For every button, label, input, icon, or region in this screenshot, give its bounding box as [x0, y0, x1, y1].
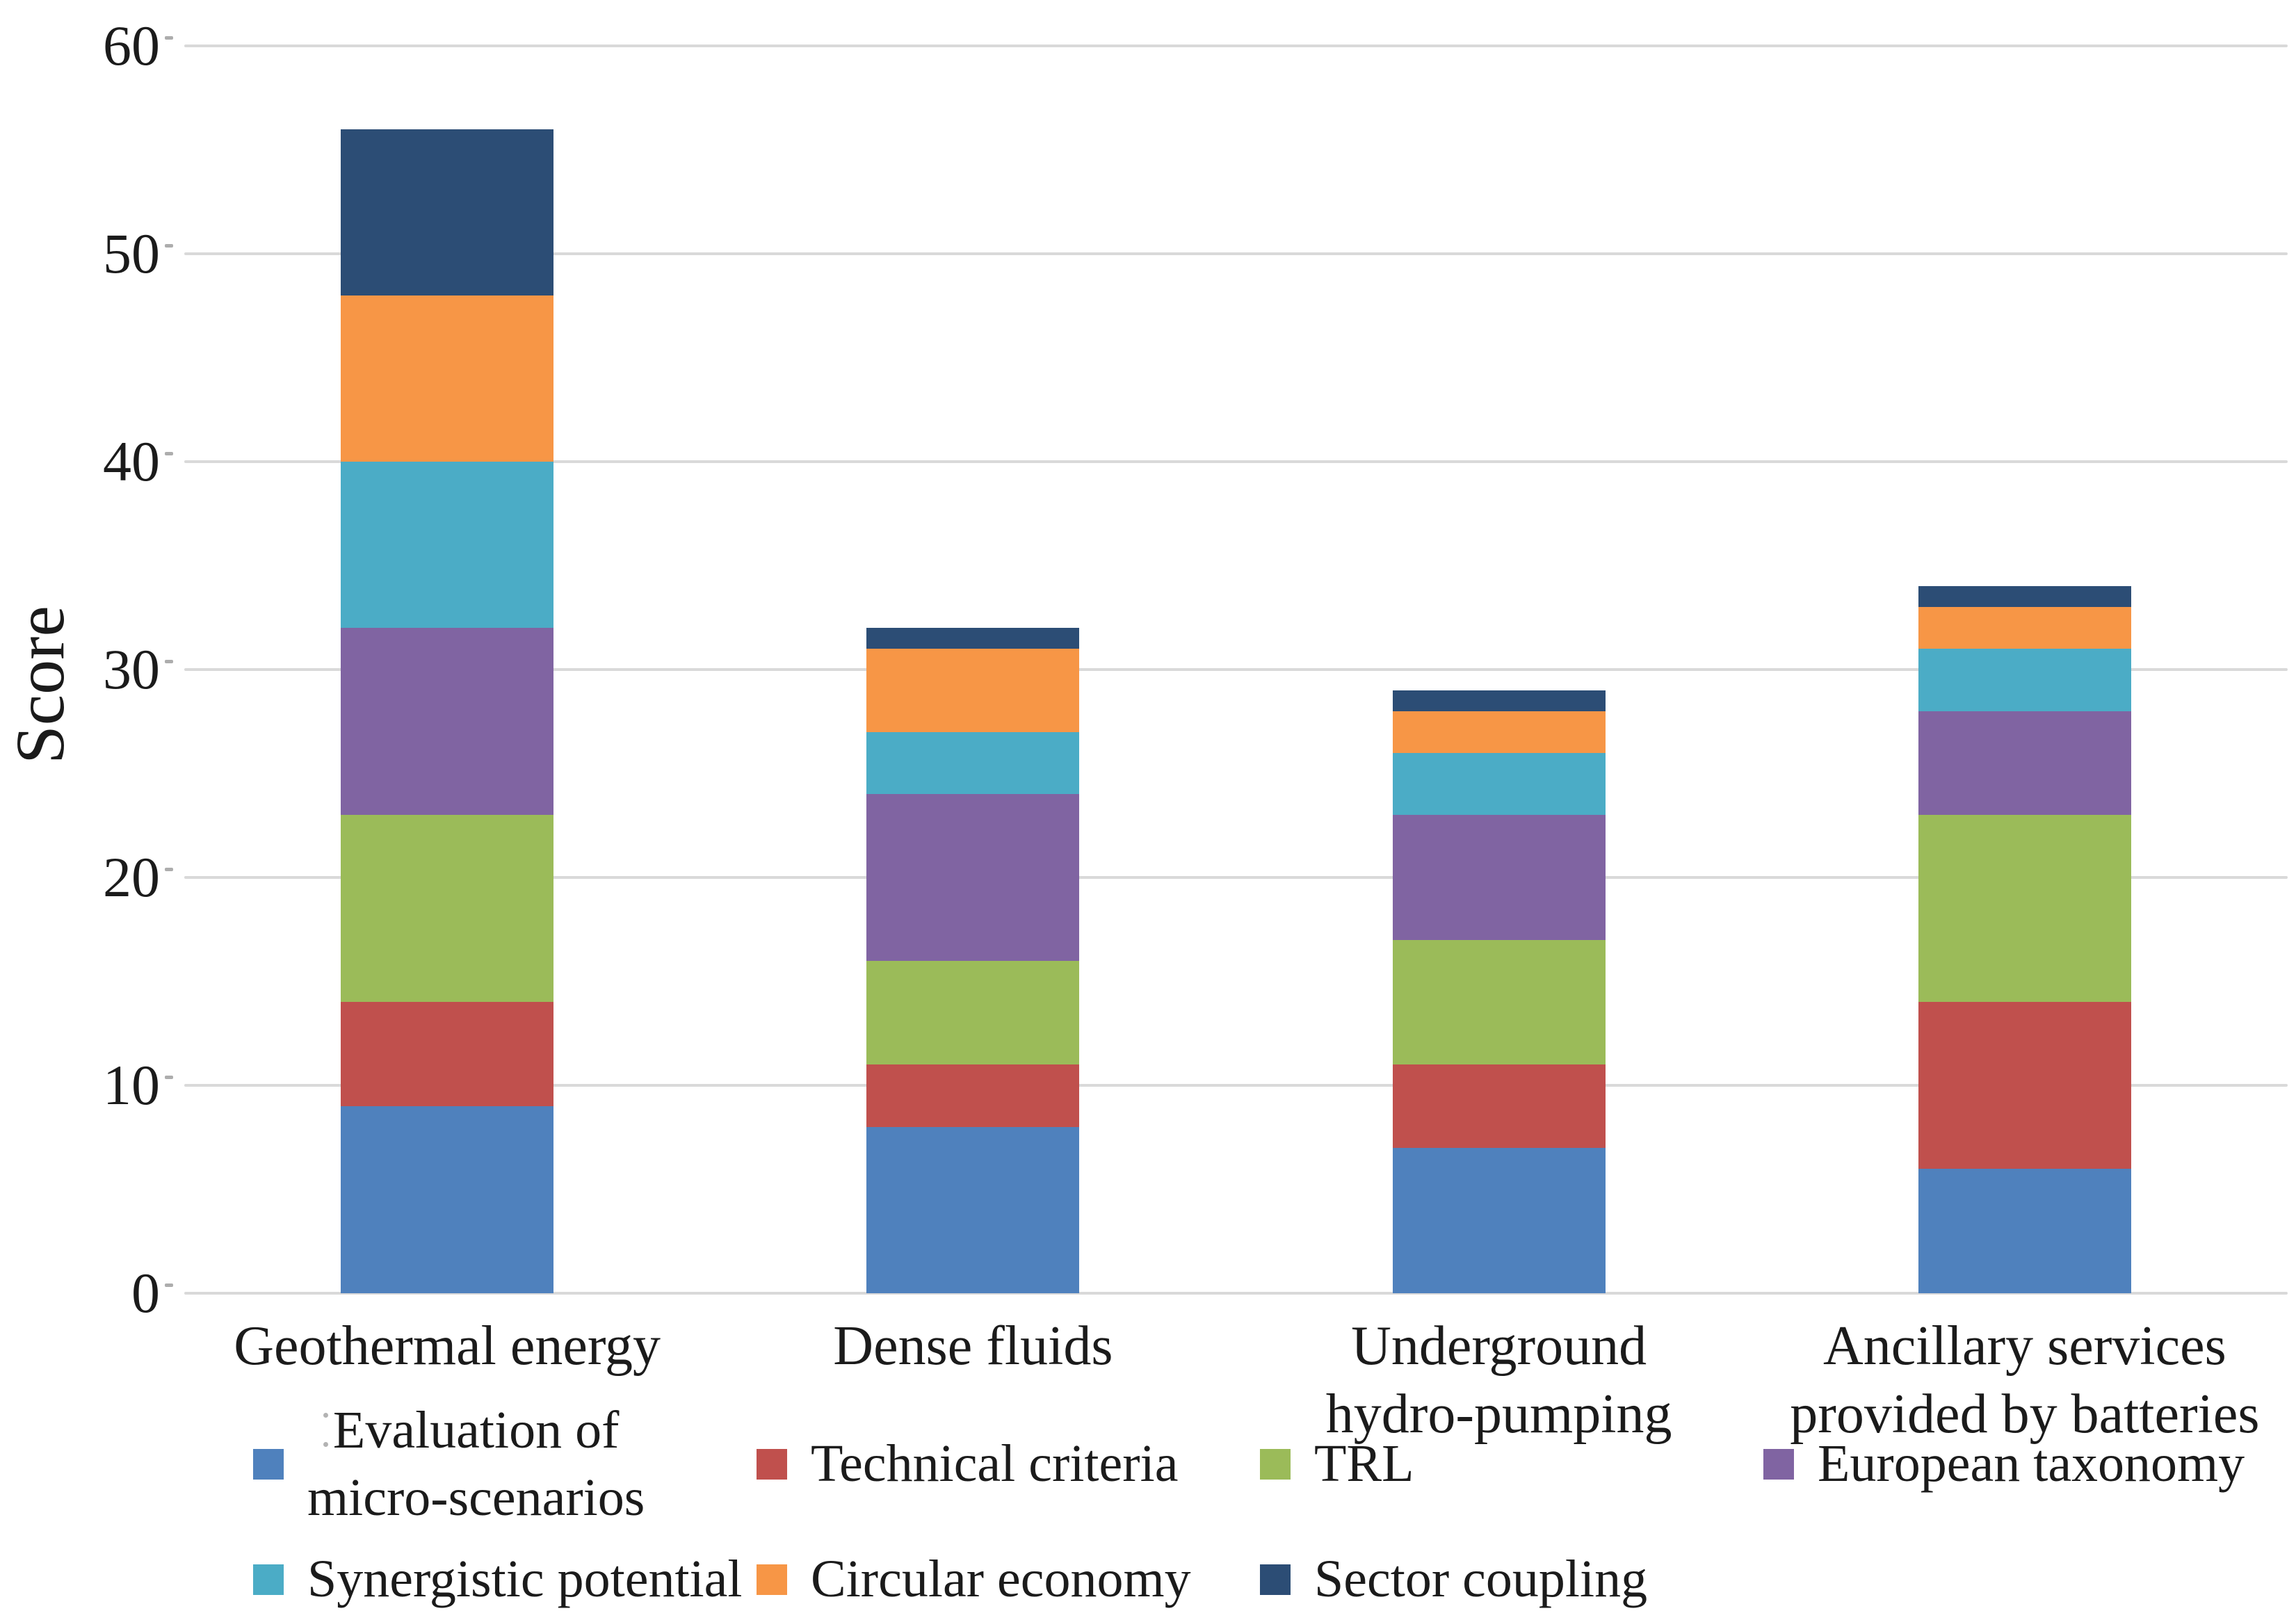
artifact-dot	[323, 1442, 328, 1447]
stacked-bar-2	[866, 628, 1080, 1293]
legend-label: Circular economy	[811, 1550, 1191, 1609]
gridline	[184, 668, 2288, 671]
y-tick-label: 40	[103, 430, 160, 493]
bar-segment-series1	[1392, 1064, 1606, 1148]
bar-segment-series6	[341, 129, 554, 295]
gridline	[184, 44, 2288, 47]
legend-item-technical-criteria: Technical criteria	[757, 1410, 1178, 1518]
bar-segment-series2	[341, 815, 554, 1003]
bar-segment-series4	[1392, 752, 1606, 816]
artifact-dot	[323, 1413, 328, 1418]
y-axis-tick-mark	[165, 1283, 173, 1287]
bar-segment-series3	[1918, 711, 2131, 816]
bar-segment-series1	[341, 1002, 554, 1106]
legend-item-european-taxonomy: European taxonomy	[1763, 1410, 2245, 1518]
legend-swatch	[757, 1449, 787, 1480]
y-axis-tick-mark	[165, 1076, 173, 1079]
legend-item-sector-coupling: Sector coupling	[1260, 1530, 1647, 1620]
y-tick-label: 0	[131, 1261, 160, 1325]
legend-label: Sector coupling	[1314, 1550, 1648, 1609]
legend-swatch	[253, 1564, 284, 1595]
bar-segment-series0	[1918, 1168, 2131, 1293]
gridline	[184, 1292, 2288, 1295]
category-label-2: Dense fluids	[833, 1315, 1113, 1377]
bar-segment-series5	[1918, 607, 2131, 649]
y-axis-tick-mark	[165, 244, 173, 248]
legend-label: Evaluation of micro-scenarios	[307, 1400, 645, 1527]
bar-segment-series0	[1392, 1147, 1606, 1293]
bar-segment-series0	[866, 1126, 1080, 1293]
legend-swatch	[1260, 1449, 1291, 1480]
stacked-bar-3	[1392, 690, 1606, 1293]
y-axis-tick-mark	[165, 660, 173, 663]
bar-segment-series4	[866, 731, 1080, 795]
legend-swatch	[253, 1449, 284, 1480]
legend-swatch	[757, 1564, 787, 1595]
legend-label: Technical criteria	[811, 1434, 1179, 1493]
bar-segment-series1	[866, 1064, 1080, 1127]
bar-segment-series4	[341, 462, 554, 629]
y-tick-label: 30	[103, 638, 160, 701]
gridline	[184, 460, 2288, 463]
bar-segment-series3	[341, 628, 554, 816]
stacked-bar-1	[341, 129, 554, 1293]
y-tick-label: 20	[103, 845, 160, 909]
y-axis-tick-mark	[165, 868, 173, 871]
bar-segment-series5	[866, 649, 1080, 732]
bar-segment-series2	[1918, 815, 2131, 1003]
y-tick-label: 60	[103, 14, 160, 77]
bar-segment-series1	[1918, 1002, 2131, 1169]
y-axis-tick-mark	[165, 36, 173, 40]
bar-segment-series5	[1392, 711, 1606, 753]
legend-label: Synergistic potential	[307, 1550, 743, 1609]
bar-segment-series3	[1392, 815, 1606, 940]
y-axis-tick-mark	[165, 452, 173, 455]
legend-label: European taxonomy	[1818, 1434, 2245, 1493]
bar-segment-series6	[1918, 586, 2131, 608]
legend-item-synergistic-potential: Synergistic potential	[253, 1530, 743, 1620]
category-label-4: Ancillary services provided by batteries	[1790, 1315, 2260, 1445]
category-label-1: Geothermal energy	[234, 1315, 661, 1377]
bar-segment-series4	[1918, 649, 2131, 711]
bar-segment-series6	[866, 628, 1080, 649]
stacked-bar-4	[1918, 586, 2131, 1293]
legend-item-evaluation-of-micro-scenarios: Evaluation of micro-scenarios	[253, 1401, 645, 1527]
gridline	[184, 252, 2288, 255]
gridline	[184, 1084, 2288, 1087]
legend-label: TRL	[1314, 1434, 1414, 1493]
legend-swatch	[1763, 1449, 1794, 1480]
bar-segment-series5	[341, 295, 554, 462]
legend-item-trl: TRL	[1260, 1410, 1414, 1518]
category-label-3: Underground hydro-pumping	[1325, 1315, 1672, 1445]
bar-segment-series2	[1392, 939, 1606, 1065]
y-tick-label: 10	[103, 1053, 160, 1117]
legend-item-circular-economy: Circular economy	[757, 1530, 1191, 1620]
legend-swatch	[1260, 1564, 1291, 1595]
bar-segment-series2	[866, 960, 1080, 1065]
bar-segment-series6	[1392, 690, 1606, 711]
bar-segment-series0	[341, 1105, 554, 1293]
y-tick-label: 50	[103, 222, 160, 285]
gridline	[184, 876, 2288, 879]
bar-segment-series3	[866, 794, 1080, 961]
